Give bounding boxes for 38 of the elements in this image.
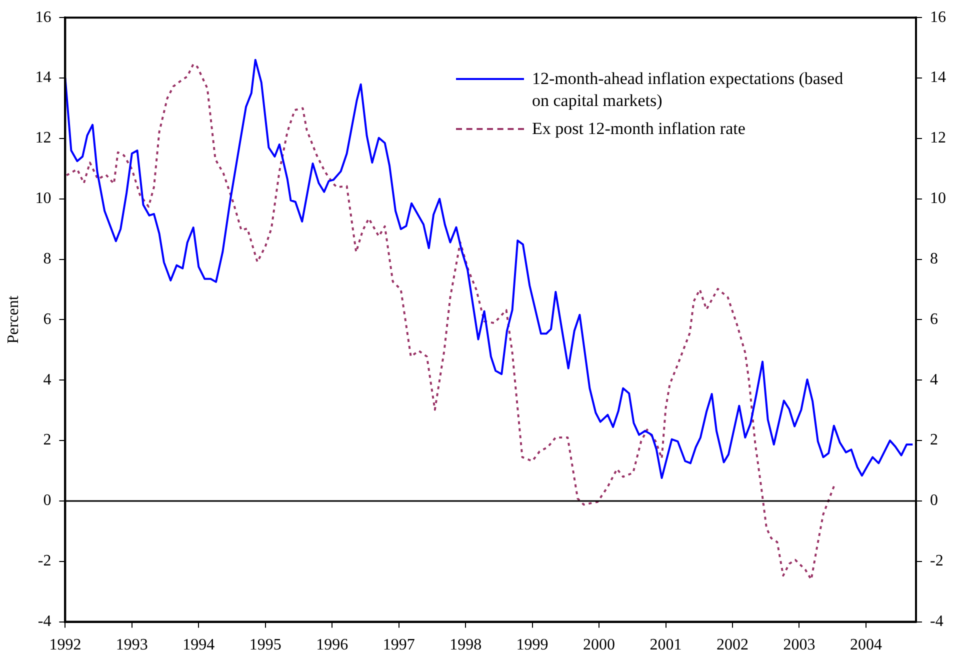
y-tick-label: 0 (43, 492, 52, 510)
y-tick-label: -2 (38, 552, 52, 570)
legend-label: Ex post 12-month inflation rate (532, 118, 746, 140)
x-tick-label: 1998 (450, 636, 482, 654)
y2-tick-label: -4 (930, 613, 944, 630)
y-tick-label: 6 (43, 310, 52, 328)
legend-label: 12-month-ahead inflation expectations (based on capital markets) (532, 68, 844, 112)
y2-tick-label: 12 (930, 130, 946, 147)
y-tick-label: 16 (35, 8, 52, 26)
x-tick-label: 1996 (316, 636, 348, 654)
x-tick-label: 1999 (516, 636, 548, 654)
y2-tick-label: 0 (930, 492, 938, 510)
y-tick-label: 12 (35, 130, 52, 147)
y-tick-label: -4 (38, 613, 52, 630)
y-tick-label: 8 (43, 250, 52, 268)
y-tick-label: 10 (35, 190, 52, 208)
x-tick-label: 1995 (249, 636, 282, 654)
x-tick-label: 1993 (116, 636, 148, 654)
y2-tick-label: 10 (930, 190, 946, 208)
y-tick-label: 14 (35, 69, 52, 86)
y2-tick-label: 16 (930, 8, 946, 26)
y2-tick-label: 6 (930, 310, 938, 328)
y-tick-label: 2 (43, 432, 52, 449)
x-tick-label: 2002 (716, 636, 748, 654)
x-tick-label: 2000 (583, 636, 616, 654)
y2-tick-label: -2 (930, 552, 944, 570)
x-tick-label: 2001 (650, 636, 682, 654)
x-tick-label: 2004 (850, 636, 882, 654)
y-axis-title: Percent (4, 295, 22, 344)
y2-tick-label: 2 (930, 432, 938, 449)
y2-tick-label: 8 (930, 250, 938, 268)
y2-tick-label: 4 (930, 371, 938, 388)
y-tick-label: 4 (43, 371, 52, 388)
x-tick-label: 1994 (182, 636, 215, 654)
x-tick-label: 2003 (783, 636, 816, 654)
x-tick-label: 1992 (49, 636, 82, 654)
x-tick-label: 1997 (382, 636, 415, 654)
y2-tick-label: 14 (930, 69, 946, 86)
